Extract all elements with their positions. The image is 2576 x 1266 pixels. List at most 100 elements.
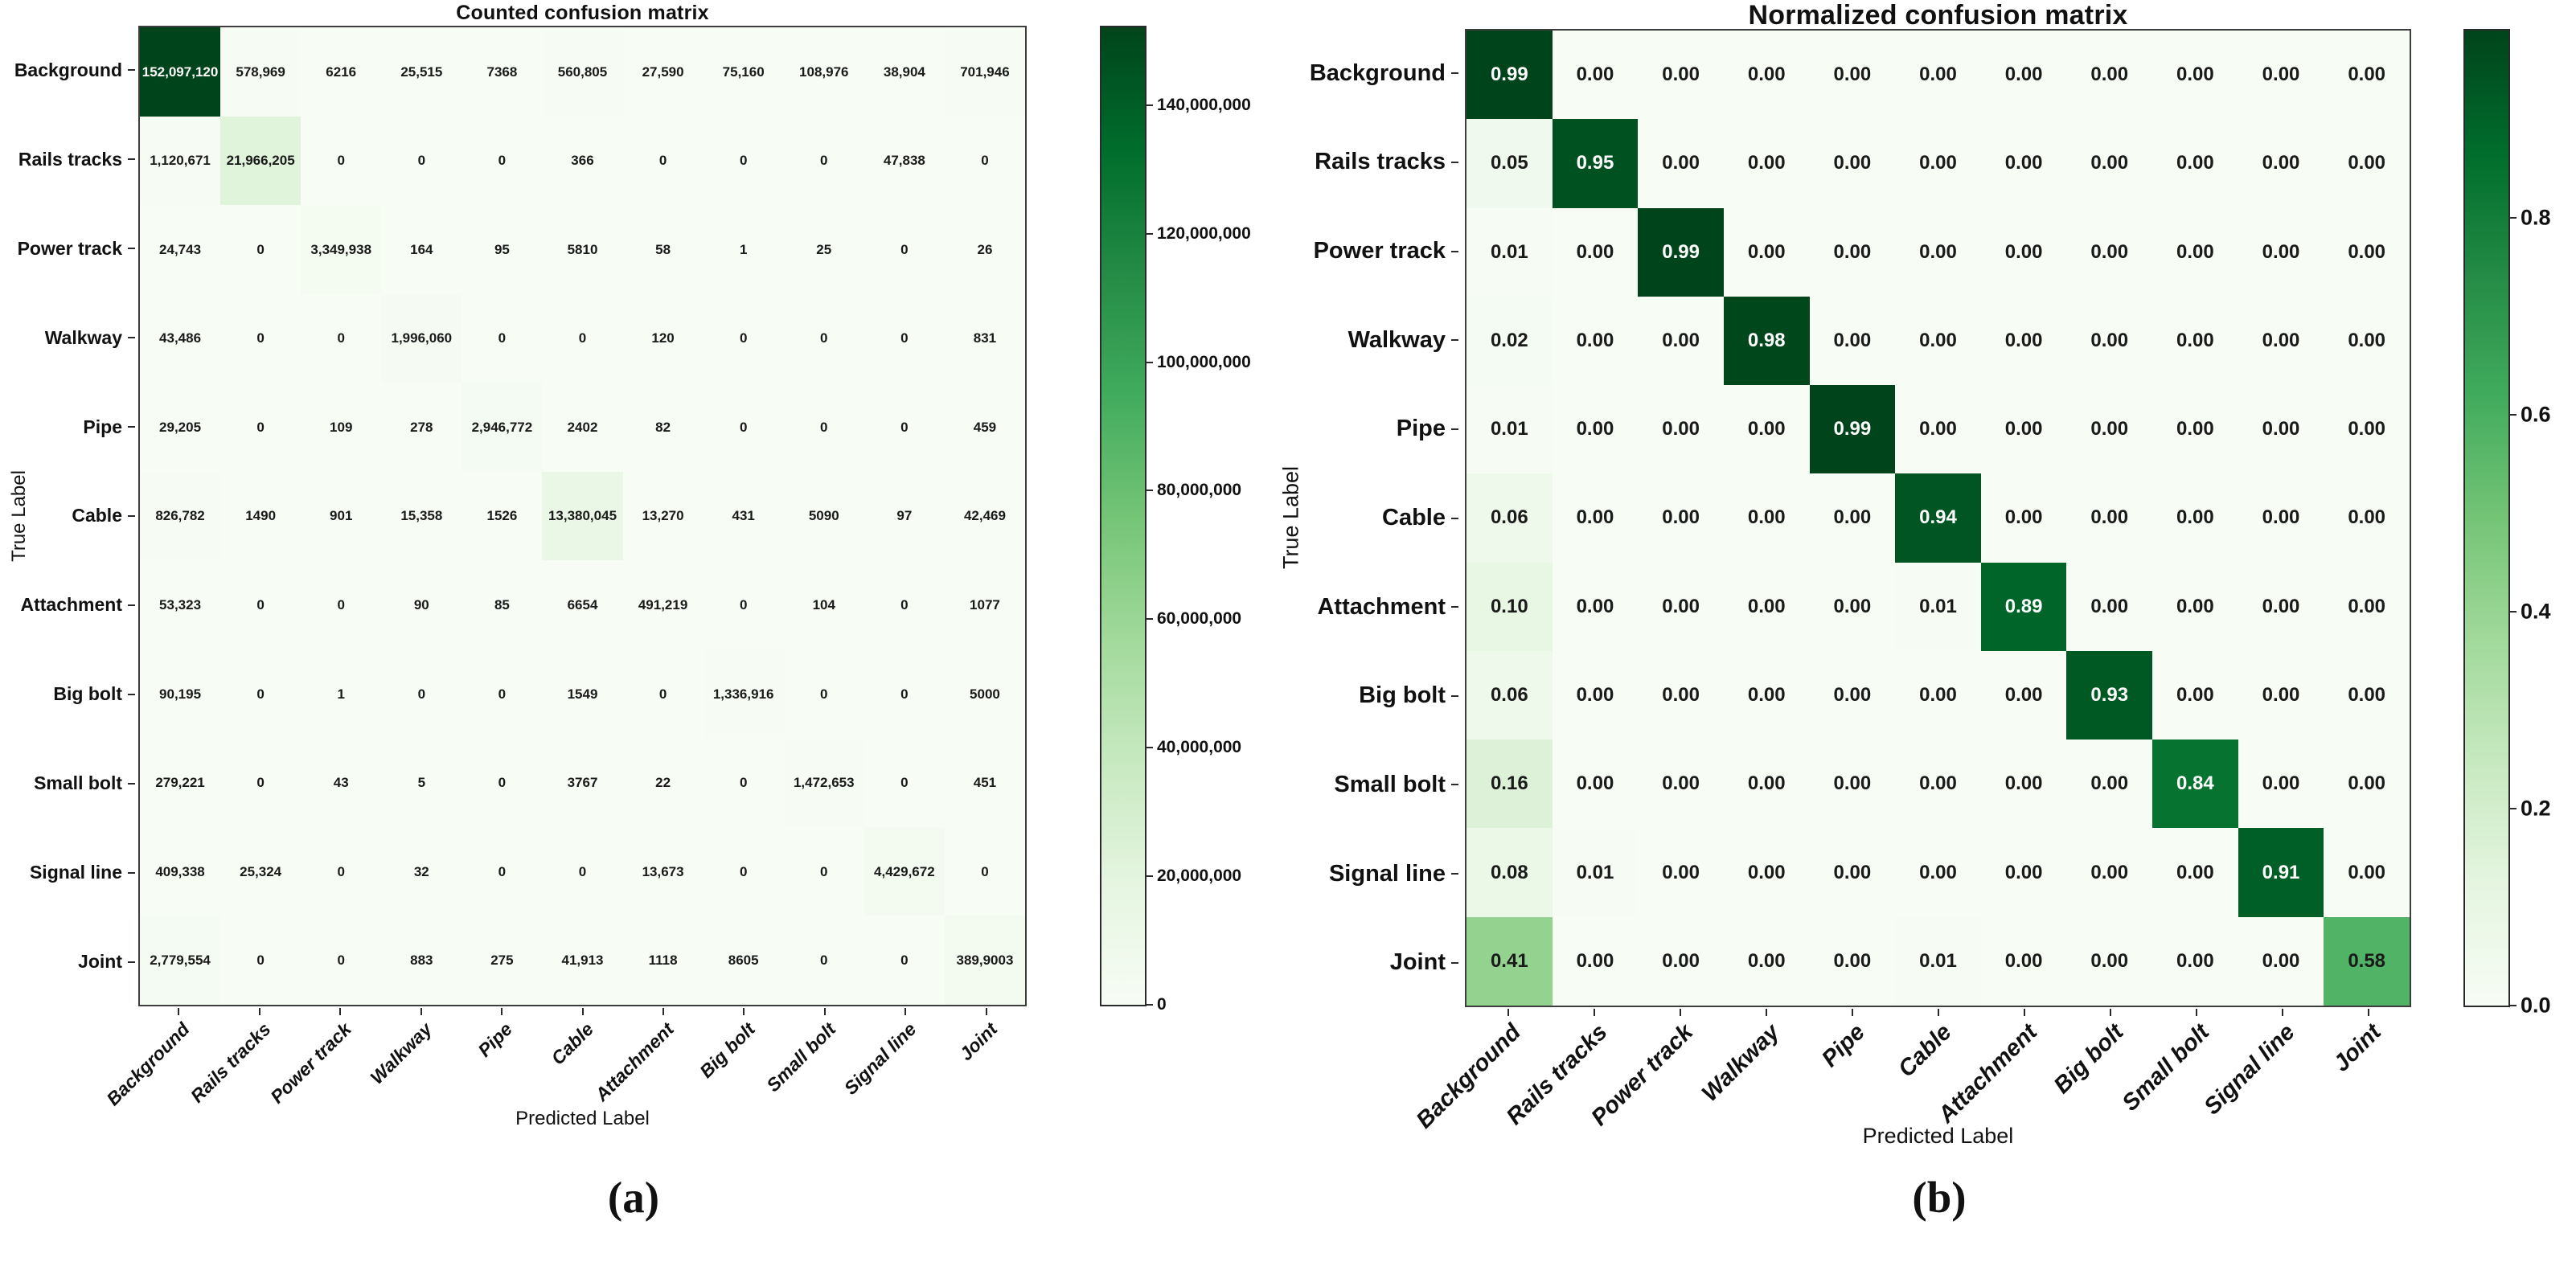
- matrix-cell: 0.01: [1466, 207, 1553, 297]
- matrix-cell: 120: [622, 293, 703, 383]
- x-axis-tick: [2109, 1009, 2111, 1016]
- matrix-cell: 0.89: [1980, 562, 2067, 651]
- matrix-cell: 0.00: [2324, 119, 2410, 208]
- matrix-cell: 27,590: [622, 27, 703, 117]
- matrix-cell: 0.00: [1980, 828, 2067, 917]
- panel-b-y-axis-title: True Label: [1278, 465, 1303, 570]
- colorbar-tick-label: 0: [1157, 995, 1167, 1014]
- matrix-cell: 831: [944, 293, 1025, 383]
- matrix-cell: 0: [542, 826, 623, 916]
- matrix-cell: 1,996,060: [381, 293, 462, 383]
- y-axis-label: Rails tracks: [1311, 118, 1458, 207]
- matrix-cell: 0.00: [1980, 740, 2067, 829]
- y-axis-label: Joint: [1311, 918, 1458, 1007]
- matrix-cell: 42,469: [944, 471, 1025, 561]
- matrix-cell: 0: [703, 116, 784, 206]
- matrix-cell: 1,472,653: [783, 738, 864, 827]
- matrix-cell: 0.00: [1809, 473, 1896, 563]
- matrix-cell: 6654: [542, 560, 623, 649]
- matrix-cell: 0: [301, 293, 382, 383]
- matrix-cell: 0.00: [1809, 916, 1896, 1006]
- matrix-cell: 25,515: [381, 27, 462, 117]
- matrix-cell: 0.00: [1895, 296, 1981, 386]
- matrix-cell: 0.00: [1980, 916, 2067, 1006]
- matrix-cell: 0.00: [2238, 385, 2324, 474]
- matrix-cell: 0: [863, 738, 945, 827]
- matrix-cell: 0.00: [1723, 740, 1810, 829]
- matrix-cell: 43: [301, 738, 382, 827]
- x-axis-label-text: Big bolt: [695, 1018, 759, 1082]
- matrix-cell: 0.00: [2152, 385, 2238, 474]
- matrix-cell: 0.00: [2238, 207, 2324, 297]
- matrix-cell: 0.00: [1552, 296, 1639, 386]
- panel-b-x-axis-labels: Background Rails tracks Power track Walkway…: [1412, 1009, 2411, 1137]
- matrix-cell: 0.00: [1723, 207, 1810, 297]
- x-axis-tick: [2281, 1009, 2283, 1016]
- y-axis-label: Signal line: [0, 828, 135, 917]
- y-axis-label-text: Power track: [1313, 238, 1446, 264]
- panel-a-y-axis-title: True Label: [8, 470, 30, 562]
- y-axis-label-text: Big bolt: [53, 683, 122, 705]
- matrix-cell: 0.00: [2066, 31, 2153, 120]
- x-axis-label-text: Big bolt: [2049, 1019, 2129, 1099]
- y-axis-tick: [1451, 784, 1458, 786]
- matrix-cell: 13,380,045: [542, 471, 623, 561]
- x-axis-tick: [1679, 1009, 1681, 1016]
- y-axis-tick: [128, 693, 135, 695]
- matrix-cell: 0.00: [1552, 473, 1639, 563]
- matrix-cell: 560,805: [542, 27, 623, 117]
- matrix-cell: 1490: [220, 471, 301, 561]
- matrix-cell: 0: [220, 738, 301, 827]
- matrix-cell: 0.00: [2152, 473, 2238, 563]
- matrix-cell: 0.00: [2152, 31, 2238, 120]
- matrix-cell: 43,486: [140, 293, 221, 383]
- matrix-cell: 0.98: [1723, 296, 1810, 386]
- matrix-cell: 366: [542, 116, 623, 206]
- matrix-cell: 0.00: [2238, 31, 2324, 120]
- panel-b-confusion-matrix-grid: 0.99 0.00 0.00 0.00 0.00 0.00 0.00 0.00 0.00 0.00…: [1465, 29, 2411, 1007]
- matrix-cell: 0.00: [1895, 207, 1981, 297]
- matrix-cell: 0.00: [2066, 562, 2153, 651]
- x-axis-tick: [339, 1008, 342, 1015]
- colorbar-tick-label: 0.2: [2521, 796, 2551, 821]
- matrix-cell: 0.00: [2152, 916, 2238, 1006]
- matrix-cell: 0.00: [2238, 740, 2324, 829]
- y-axis-tick: [128, 961, 135, 963]
- matrix-cell: 0: [220, 916, 301, 1005]
- matrix-cell: 0.00: [2066, 916, 2153, 1006]
- matrix-cell: 1,336,916: [703, 649, 784, 739]
- matrix-cell: 1549: [542, 649, 623, 739]
- panel-b-x-axis-title: Predicted Label: [1862, 1124, 2014, 1148]
- x-axis-label-text: Rails tracks: [186, 1018, 275, 1107]
- y-axis-tick: [1451, 517, 1458, 519]
- x-axis-tick: [1937, 1009, 1939, 1016]
- matrix-cell: 0.00: [2066, 207, 2153, 297]
- x-axis-label-text: Attachment: [591, 1018, 679, 1105]
- matrix-cell: 5000: [944, 649, 1025, 739]
- matrix-cell: 0: [783, 916, 864, 1005]
- x-axis-label-text: Background: [102, 1018, 194, 1110]
- y-axis-label: Small bolt: [0, 739, 135, 828]
- matrix-cell: 0.00: [2066, 296, 2153, 386]
- colorbar-tick: [1145, 232, 1153, 235]
- matrix-cell: 5090: [783, 471, 864, 561]
- matrix-cell: 0.99: [1638, 207, 1724, 297]
- y-axis-label: Power track: [0, 204, 135, 293]
- y-axis-label-text: Rails tracks: [18, 148, 122, 170]
- matrix-cell: 0.99: [1466, 31, 1553, 120]
- matrix-cell: 0.00: [1723, 473, 1810, 563]
- matrix-cell: 0.00: [1809, 740, 1896, 829]
- y-axis-label: Rails tracks: [0, 115, 135, 204]
- matrix-cell: 6216: [301, 27, 382, 117]
- y-axis-label-text: Signal line: [1328, 860, 1446, 887]
- matrix-cell: 0.00: [1895, 385, 1981, 474]
- y-axis-tick: [128, 782, 135, 785]
- x-axis-label-text: Pipe: [474, 1018, 517, 1061]
- matrix-cell: 0: [863, 649, 945, 739]
- matrix-cell: 491,219: [622, 560, 703, 649]
- matrix-cell: 0.00: [1809, 207, 1896, 297]
- matrix-cell: 0.00: [2324, 740, 2410, 829]
- x-axis-tick: [420, 1008, 422, 1015]
- y-axis-label: Background: [0, 26, 135, 115]
- panel-a-y-axis-labels: Background Rails tracks Power track Walkway…: [0, 26, 135, 1006]
